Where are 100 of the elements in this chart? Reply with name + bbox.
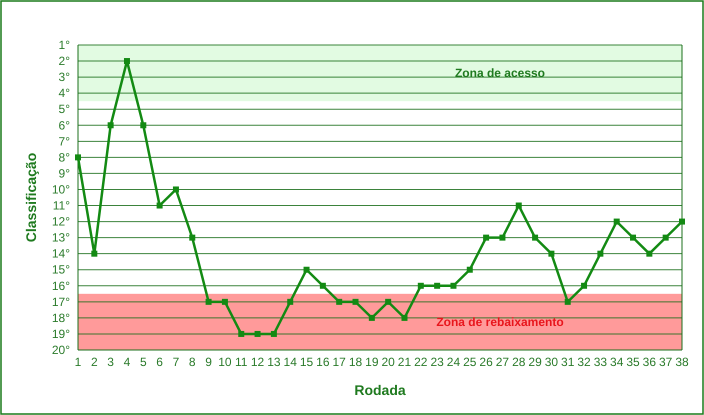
x-tick-label: 8 [188,355,196,369]
band-label: Zona de acesso [454,66,546,80]
x-tick-label: 11 [235,355,248,369]
y-tick-label: 2° [58,54,70,68]
point [679,218,685,225]
y-tick-label: 5° [58,102,70,116]
y-tick-label: 16° [52,278,70,293]
x-tick-label: 26 [479,355,494,369]
y-tick-label: 4° [58,86,70,100]
y-tick-label: 9° [58,166,70,180]
x-tick-label: 5 [140,355,147,369]
x-tick-label: 27 [496,355,510,369]
y-tick-label: 8° [58,150,70,164]
y-tick-label: 19° [52,326,70,341]
y-tick-label: 14° [52,246,70,261]
x-tick-label: 12 [250,355,265,369]
y-tick-label: 3° [58,70,70,84]
point [516,202,522,209]
x-tick-label: 33 [594,355,608,369]
y-tick-label: 20° [52,343,70,357]
x-tick-label: 35 [626,355,640,369]
band-label: Zona de rebaixamento [436,314,564,329]
x-axis-title: Rodada [354,382,406,398]
x-tick-label: 21 [398,355,412,369]
point [466,266,473,273]
point [564,298,571,305]
y-tick-label: 11° [52,198,70,213]
x-tick-label: 18 [348,355,363,369]
x-tick-label: 4 [124,355,131,369]
point [548,250,554,257]
point [270,330,277,337]
x-tick-label: 7 [172,355,180,369]
point [254,330,261,337]
point [238,330,244,337]
point [597,250,604,257]
x-tick-label: 31 [561,355,575,369]
point [336,298,342,305]
point [287,298,294,305]
point [499,234,506,241]
point [581,282,588,289]
point [156,202,163,209]
x-tick-label: 32 [577,355,592,369]
point [385,298,392,305]
point [108,122,114,128]
point [646,250,652,257]
point [418,282,424,289]
y-tick-label: 13° [52,230,70,245]
y-tick-label: 7° [58,134,70,148]
point [172,186,179,192]
x-tick-label: 6 [156,355,164,369]
x-tick-label: 9 [205,355,212,369]
point [614,218,620,225]
point [352,298,359,305]
x-tick-label: 25 [463,355,477,369]
point [630,234,636,241]
x-tick-label: 15 [300,355,314,369]
x-tick-label: 14 [284,355,298,369]
point [532,234,538,241]
x-tick-label: 1 [74,355,82,369]
point [124,58,130,64]
y-axis-title: Classificação [23,152,39,242]
point [483,234,490,241]
point [206,298,212,305]
x-tick-label: 23 [430,355,444,369]
y-tick-label: 1° [58,38,70,52]
x-tick-label: 20 [381,355,396,369]
point [434,282,440,289]
x-tick-label: 19 [365,355,379,369]
x-tick-label: 29 [528,355,542,369]
x-tick-label: 16 [316,355,330,369]
x-tick-label: 34 [610,355,624,369]
y-tick-label: 17° [52,294,70,309]
x-tick-label: 37 [658,355,673,369]
point [91,250,98,257]
x-tick-label: 17 [332,355,346,369]
x-tick-label: 28 [512,355,526,369]
point [189,234,196,241]
point [304,266,310,273]
y-tick-label: 12° [52,214,70,229]
point [75,154,81,160]
y-tick-label: 15° [52,262,70,277]
point [320,282,326,289]
point [662,234,669,241]
point [401,314,408,321]
point [222,298,228,305]
point [140,122,146,128]
x-tick-label: 30 [544,355,558,369]
x-tick-label: 2 [90,355,98,369]
point [450,282,456,289]
point [368,314,375,321]
x-tick-label: 22 [414,355,428,369]
x-tick-label: 3 [107,355,114,369]
x-tick-label: 13 [267,355,281,369]
y-tick-label: 10° [52,182,70,196]
x-tick-label: 38 [675,355,689,369]
y-tick-label: 6° [58,118,70,132]
x-tick-label: 10 [218,355,232,369]
x-tick-label: 36 [642,355,656,369]
y-tick-label: 18° [52,310,70,325]
x-tick-label: 24 [446,355,460,369]
